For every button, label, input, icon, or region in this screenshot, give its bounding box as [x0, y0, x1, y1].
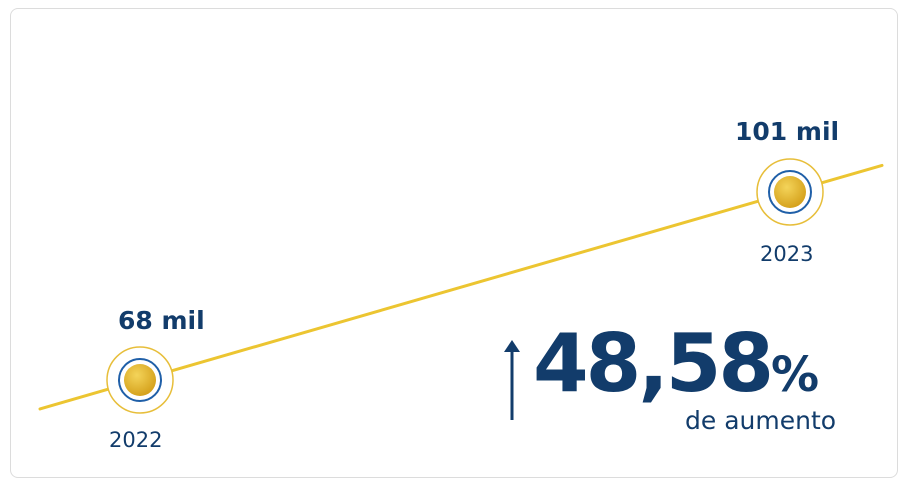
x-tick-2022: 2022 [109, 428, 163, 452]
line-plot [38, 158, 884, 414]
data-label-2022: 68 mil [118, 306, 205, 335]
data-label-2023: 101 mil [735, 117, 840, 146]
arrow-up-icon [504, 340, 520, 420]
increase-percentage: 48,58% [533, 324, 819, 404]
increase-caption: de aumento [685, 406, 837, 435]
x-tick-2023: 2023 [760, 242, 814, 266]
data-point-2022 [106, 346, 174, 414]
data-point-2023 [756, 158, 824, 226]
trend-line [38, 163, 884, 411]
increase-value: 48,58 [533, 317, 774, 410]
percent-symbol: % [771, 347, 820, 403]
